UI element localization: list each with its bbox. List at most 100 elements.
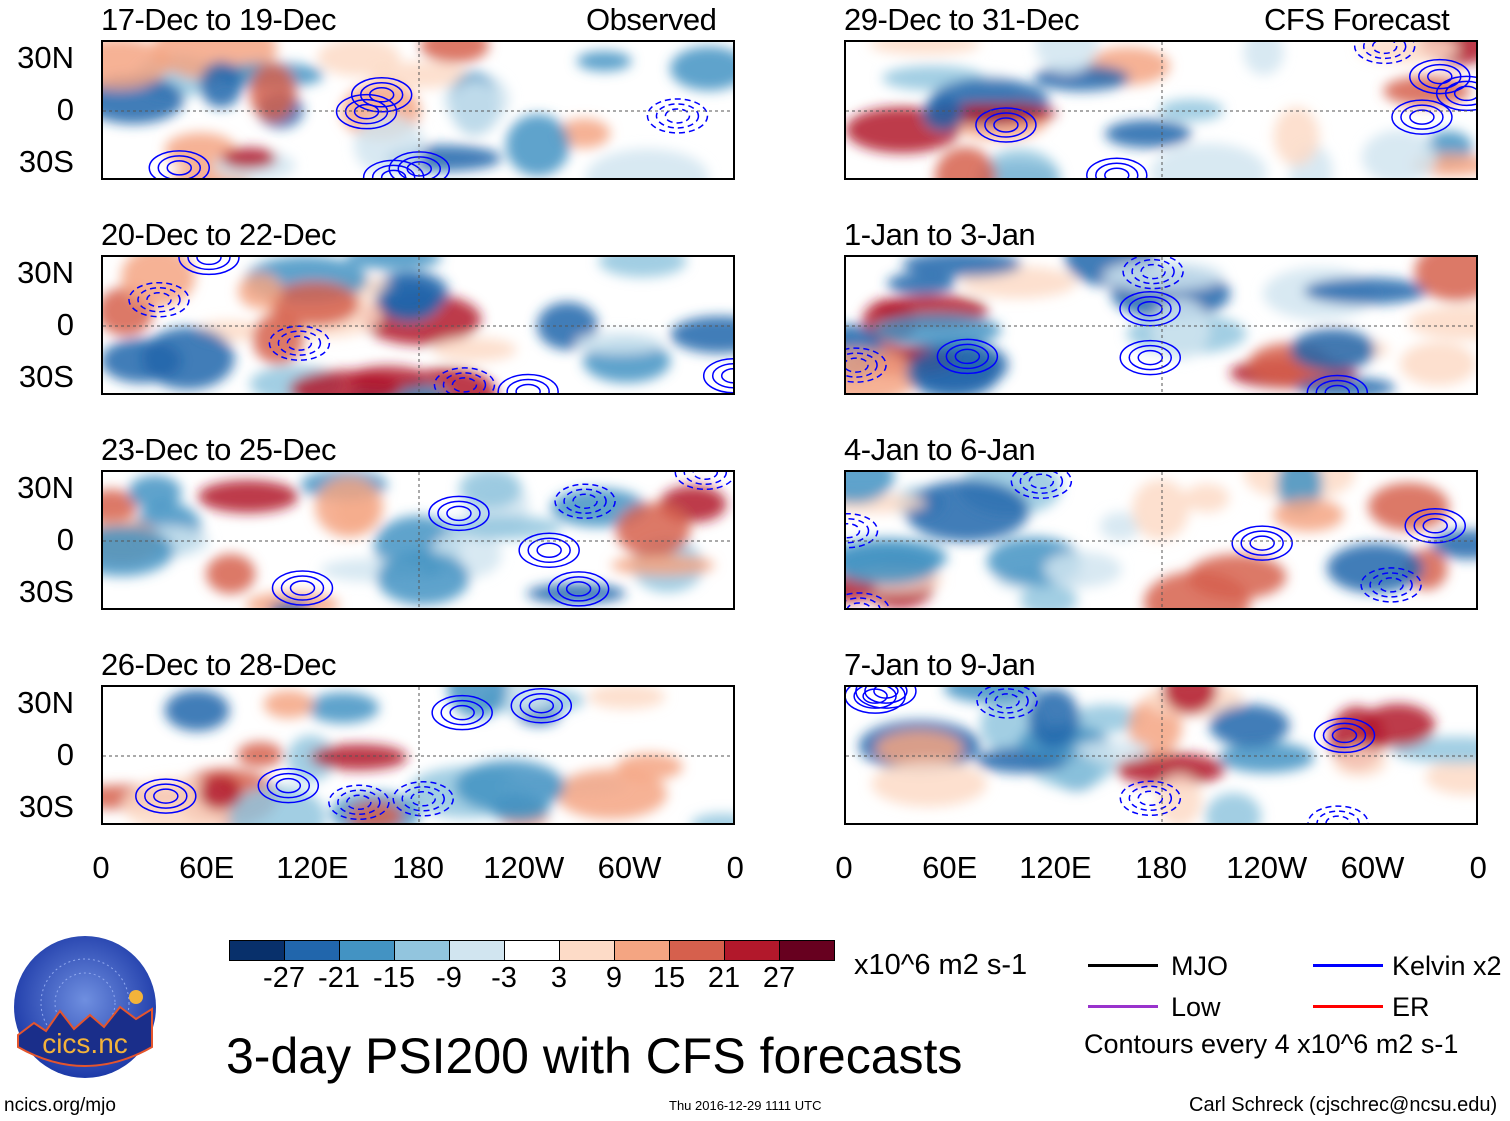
anomaly-shading bbox=[1184, 483, 1230, 513]
anomaly-shading bbox=[1071, 704, 1142, 733]
anomaly-shading bbox=[846, 472, 895, 504]
psi200-map-panel bbox=[101, 685, 735, 825]
kelvin-contour bbox=[864, 687, 908, 704]
forecast-label: CFS Forecast bbox=[1264, 2, 1450, 37]
kelvin-contour bbox=[1427, 68, 1453, 85]
kelvin-contour bbox=[572, 493, 598, 509]
panel-title: 26-Dec to 28-Dec bbox=[101, 647, 336, 682]
footer-timestamp: Thu 2016-12-29 1111 UTC bbox=[669, 1098, 822, 1113]
anomaly-shading bbox=[1425, 758, 1476, 796]
lon-label: 0 bbox=[726, 850, 744, 885]
kelvin-contour bbox=[945, 343, 990, 370]
lon-label: 60E bbox=[922, 850, 978, 885]
kelvin-contour bbox=[286, 335, 313, 351]
kelvin-contour bbox=[1122, 257, 1184, 290]
psi200-map-panel bbox=[844, 470, 1478, 610]
kelvin-contour bbox=[428, 495, 490, 532]
lat-label: 30S bbox=[18, 574, 74, 609]
anomaly-shading bbox=[1156, 774, 1202, 823]
anomaly-shading bbox=[310, 743, 408, 771]
kelvin-contour bbox=[994, 693, 1020, 709]
anomaly-shading bbox=[670, 316, 733, 354]
kelvin-contour bbox=[187, 257, 231, 271]
anomaly-shading bbox=[934, 146, 996, 178]
kelvin-contour bbox=[1249, 535, 1275, 551]
kelvin-contour bbox=[1362, 42, 1407, 60]
kelvin-contour bbox=[853, 687, 897, 709]
anomaly-shading bbox=[317, 42, 401, 77]
kelvin-contour bbox=[328, 784, 390, 821]
kelvin-contour bbox=[1371, 42, 1398, 55]
colorbar-label: 15 bbox=[652, 962, 686, 994]
logo-text: cics.nc bbox=[42, 1028, 128, 1059]
lon-label: 0 bbox=[1469, 850, 1487, 885]
kelvin-contour bbox=[711, 363, 733, 389]
kelvin-contour bbox=[257, 767, 320, 804]
kelvin-contour bbox=[1453, 85, 1476, 102]
anomaly-shading bbox=[221, 147, 277, 170]
kelvin-contour bbox=[371, 164, 416, 178]
colorbar-label: -21 bbox=[318, 962, 360, 994]
kelvin-contour bbox=[1404, 508, 1466, 544]
colorbar-label: -15 bbox=[373, 962, 415, 994]
main-title: 3-day PSI200 with CFS forecasts bbox=[226, 1028, 963, 1084]
kelvin-contour bbox=[720, 368, 733, 384]
anomaly-shading bbox=[270, 601, 309, 608]
anomaly-shading bbox=[1243, 42, 1284, 76]
kelvin-contour bbox=[519, 692, 564, 719]
cics-logo: cics.nc bbox=[14, 936, 156, 1078]
anomaly-shading bbox=[103, 525, 174, 577]
anomaly-shading bbox=[558, 118, 611, 149]
colorbar-swatch bbox=[339, 940, 395, 961]
kelvin-contour bbox=[1307, 805, 1369, 823]
anomaly-shading bbox=[1099, 512, 1141, 541]
kelvin-contour bbox=[846, 352, 878, 378]
anomaly-shading bbox=[347, 801, 403, 823]
colorbar-label: 9 bbox=[605, 962, 623, 994]
anomaly-shading bbox=[449, 80, 502, 136]
kelvin-contour bbox=[846, 347, 887, 383]
colorbar-label: 3 bbox=[550, 962, 568, 994]
legend-low-line bbox=[1088, 1005, 1158, 1008]
kelvin-contour bbox=[178, 257, 240, 276]
anomaly-shading bbox=[376, 551, 470, 606]
kelvin-contour bbox=[674, 472, 733, 491]
kelvin-contour bbox=[1137, 790, 1164, 807]
psi200-map-panel bbox=[101, 470, 735, 610]
kelvin-contour bbox=[451, 377, 478, 393]
kelvin-contour bbox=[846, 522, 861, 539]
kelvin-contour bbox=[346, 794, 372, 811]
kelvin-contour bbox=[936, 338, 999, 375]
kelvin-contour bbox=[1231, 525, 1293, 561]
lat-label: 30N bbox=[17, 255, 74, 290]
colorbar-swatch bbox=[669, 940, 725, 961]
lat-label: 30N bbox=[17, 470, 74, 505]
kelvin-contour bbox=[135, 778, 197, 814]
anomaly-shading bbox=[1333, 747, 1387, 777]
colorbar-label: -9 bbox=[436, 962, 462, 994]
kelvin-contour bbox=[515, 383, 541, 393]
lon-label: 120W bbox=[1226, 850, 1308, 885]
kelvin-contour bbox=[1418, 63, 1462, 90]
anomaly-shading bbox=[197, 480, 299, 514]
kelvin-contour bbox=[335, 93, 398, 130]
kelvin-contour bbox=[1409, 109, 1435, 125]
psi200-map-panel bbox=[101, 255, 735, 395]
lat-label: 30N bbox=[17, 685, 74, 720]
kelvin-contour bbox=[846, 687, 906, 714]
anomaly-shading bbox=[1273, 106, 1320, 166]
lon-label: 120W bbox=[483, 850, 565, 885]
anomaly-shading bbox=[432, 337, 517, 362]
kelvin-contour bbox=[1400, 104, 1444, 130]
panel-title: 1-Jan to 3-Jan bbox=[844, 217, 1036, 252]
anomaly-shading bbox=[128, 474, 182, 510]
anomaly-shading bbox=[103, 42, 171, 89]
kelvin-contour bbox=[664, 108, 691, 124]
legend-mjo-label: MJO bbox=[1171, 951, 1228, 981]
kelvin-contour bbox=[440, 699, 484, 726]
kelvin-contour bbox=[1369, 572, 1413, 598]
anomaly-shading bbox=[615, 502, 691, 558]
kelvin-contour bbox=[431, 694, 493, 731]
anomaly-shading bbox=[237, 273, 283, 309]
kelvin-contour bbox=[442, 372, 487, 393]
